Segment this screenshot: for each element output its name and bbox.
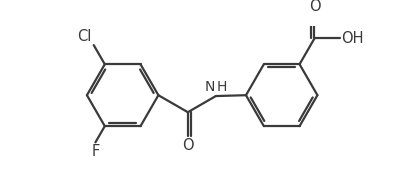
Text: F: F bbox=[91, 144, 100, 159]
Text: O: O bbox=[182, 138, 194, 153]
Text: O: O bbox=[309, 0, 320, 14]
Text: OH: OH bbox=[341, 31, 363, 46]
Text: N: N bbox=[205, 80, 215, 94]
Text: H: H bbox=[217, 80, 227, 94]
Text: Cl: Cl bbox=[77, 29, 91, 44]
